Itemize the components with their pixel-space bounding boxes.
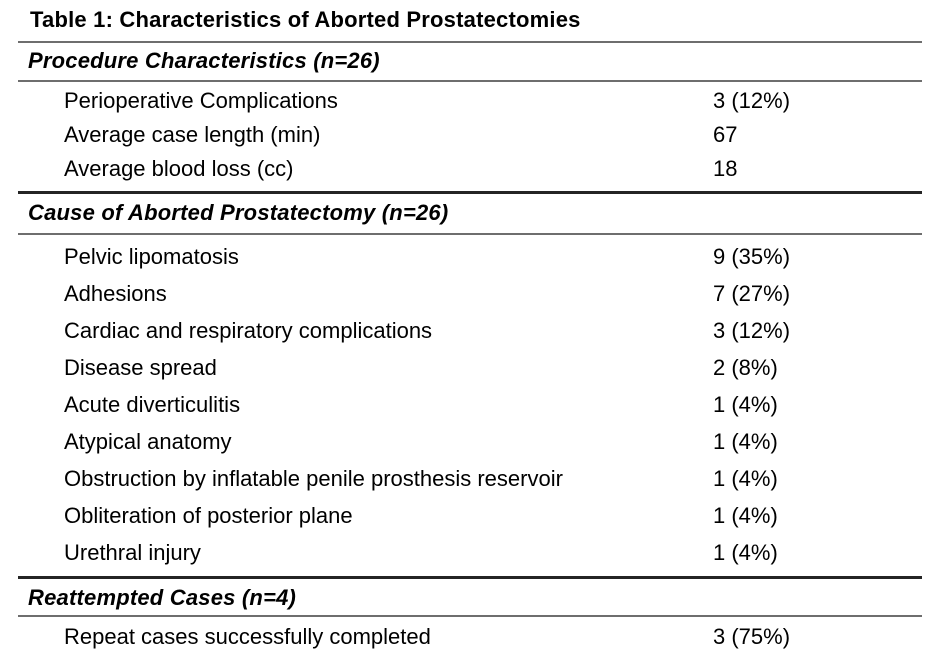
row-label: Urethral injury [64,540,201,565]
table-row: Perioperative Complications 3 (12%) [0,84,936,118]
row-value: 3 (12%) [713,318,791,343]
table-row: Average case length (min) 67 [0,118,936,152]
row-label: Adhesions [64,281,167,306]
table-row: Disease spread 2 (8%) [0,349,936,386]
row-label: Cardiac and respiratory complications [64,318,433,343]
row-label: Obstruction by inflatable penile prosthe… [64,466,563,491]
table-row: Obliteration of posterior plane 1 (4%) [0,497,936,534]
row-value: 1 (4%) [713,466,778,491]
row-value: 7 (27%) [713,281,791,306]
table-row: Obstruction by inflatable penile prosthe… [0,460,936,497]
table-title: Table 1: Characteristics of Aborted Pros… [30,7,581,32]
row-value: 3 (12%) [713,88,791,113]
row-label: Repeat cases successfully completed [64,624,431,649]
row-value: 1 (4%) [713,392,778,417]
table-row: Urethral injury 1 (4%) [0,534,936,571]
section-header-procedure-characteristics: Procedure Characteristics (n=26) [28,48,380,73]
row-value: 9 (35%) [713,244,791,269]
row-label: Atypical anatomy [64,429,232,454]
table-row: Adhesions 7 (27%) [0,275,936,312]
row-value: 18 [713,156,738,181]
row-label: Average blood loss (cc) [64,156,294,181]
divider-below-reattempted-header [18,615,922,617]
section-rows-cause-of-aborted-prostatectomy: Pelvic lipomatosis 9 (35%) Adhesions 7 (… [0,238,936,571]
table-row: Repeat cases successfully completed 3 (7… [0,620,936,654]
row-label: Pelvic lipomatosis [64,244,239,269]
section-rows-procedure-characteristics: Perioperative Complications 3 (12%) Aver… [0,84,936,186]
row-label: Average case length (min) [64,122,321,147]
row-label: Perioperative Complications [64,88,338,113]
table-row: Atypical anatomy 1 (4%) [0,423,936,460]
row-value: 1 (4%) [713,540,778,565]
table-row: Cardiac and respiratory complications 3 … [0,312,936,349]
divider-below-title [18,41,922,43]
divider-above-cause-section [18,191,922,194]
row-value: 1 (4%) [713,503,778,528]
row-label: Disease spread [64,355,217,380]
table-row: Pelvic lipomatosis 9 (35%) [0,238,936,275]
divider-above-reattempted-section [18,576,922,579]
section-rows-reattempted-cases: Repeat cases successfully completed 3 (7… [0,620,936,654]
section-header-cause-of-aborted-prostatectomy: Cause of Aborted Prostatectomy (n=26) [28,200,449,225]
row-value: 2 (8%) [713,355,778,380]
table-row: Average blood loss (cc) 18 [0,152,936,186]
row-label: Obliteration of posterior plane [64,503,353,528]
row-label: Acute diverticulitis [64,392,241,417]
section-header-reattempted-cases: Reattempted Cases (n=4) [28,585,297,610]
divider-below-procedure-header [18,80,922,82]
row-value: 67 [713,122,738,147]
table-row: Acute diverticulitis 1 (4%) [0,386,936,423]
divider-below-cause-header [18,233,922,235]
row-value: 3 (75%) [713,624,791,649]
row-value: 1 (4%) [713,429,778,454]
